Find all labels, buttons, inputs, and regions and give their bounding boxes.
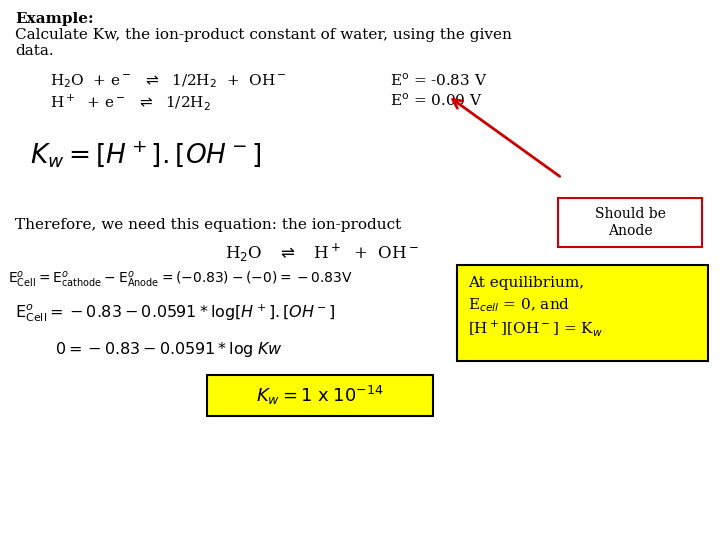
Text: $K_w = 1\; \mathrm{x}\; 10^{-14}$: $K_w = 1\; \mathrm{x}\; 10^{-14}$ — [256, 384, 384, 407]
Text: H$_2$O   $\rightleftharpoons$   H$^+$  +  OH$^-$: H$_2$O $\rightleftharpoons$ H$^+$ + OH$^… — [225, 242, 419, 264]
Text: H$_2$O  + e$^-$  $\rightleftharpoons$  1/2H$_2$  +  OH$^-$: H$_2$O + e$^-$ $\rightleftharpoons$ 1/2H… — [50, 72, 287, 90]
FancyBboxPatch shape — [457, 265, 708, 361]
Text: E$^\mathrm{o}$ = 0.00 V: E$^\mathrm{o}$ = 0.00 V — [390, 92, 483, 109]
Text: E$_{cell}$ = 0, and: E$_{cell}$ = 0, and — [468, 296, 570, 314]
Text: data.: data. — [15, 44, 53, 58]
Text: $\mathrm{E}^o_{\mathrm{Cell}} = \mathrm{E}^o_{\mathrm{cathode}} - \mathrm{E}^o_{: $\mathrm{E}^o_{\mathrm{Cell}} = \mathrm{… — [8, 270, 353, 290]
FancyBboxPatch shape — [207, 375, 433, 416]
Text: Calculate Kw, the ion-product constant of water, using the given: Calculate Kw, the ion-product constant o… — [15, 28, 512, 42]
Text: [H$^+$][OH$^-$] = K$_w$: [H$^+$][OH$^-$] = K$_w$ — [468, 318, 603, 338]
Text: H$^+$  + e$^-$  $\rightleftharpoons$  1/2H$_2$: H$^+$ + e$^-$ $\rightleftharpoons$ 1/2H$… — [50, 92, 211, 112]
Text: $K_w = [H^+].[OH^-]$: $K_w = [H^+].[OH^-]$ — [30, 140, 261, 171]
Text: Should be
Anode: Should be Anode — [595, 207, 665, 238]
Text: $\mathrm{E}^o_{\mathrm{Cell}} = -0.83 - 0.0591*\mathrm{log}[H^+].[OH^-]$: $\mathrm{E}^o_{\mathrm{Cell}} = -0.83 - … — [15, 302, 336, 324]
FancyBboxPatch shape — [558, 198, 702, 247]
Text: At equilibrium,: At equilibrium, — [468, 276, 584, 290]
Text: Therefore, we need this equation: the ion-product: Therefore, we need this equation: the io… — [15, 218, 401, 232]
Text: $0 = -0.83 - 0.0591*\mathrm{log}\;Kw$: $0 = -0.83 - 0.0591*\mathrm{log}\;Kw$ — [55, 340, 283, 359]
Text: Example:: Example: — [15, 12, 94, 26]
Text: E$^\mathrm{o}$ = -0.83 V: E$^\mathrm{o}$ = -0.83 V — [390, 72, 487, 89]
